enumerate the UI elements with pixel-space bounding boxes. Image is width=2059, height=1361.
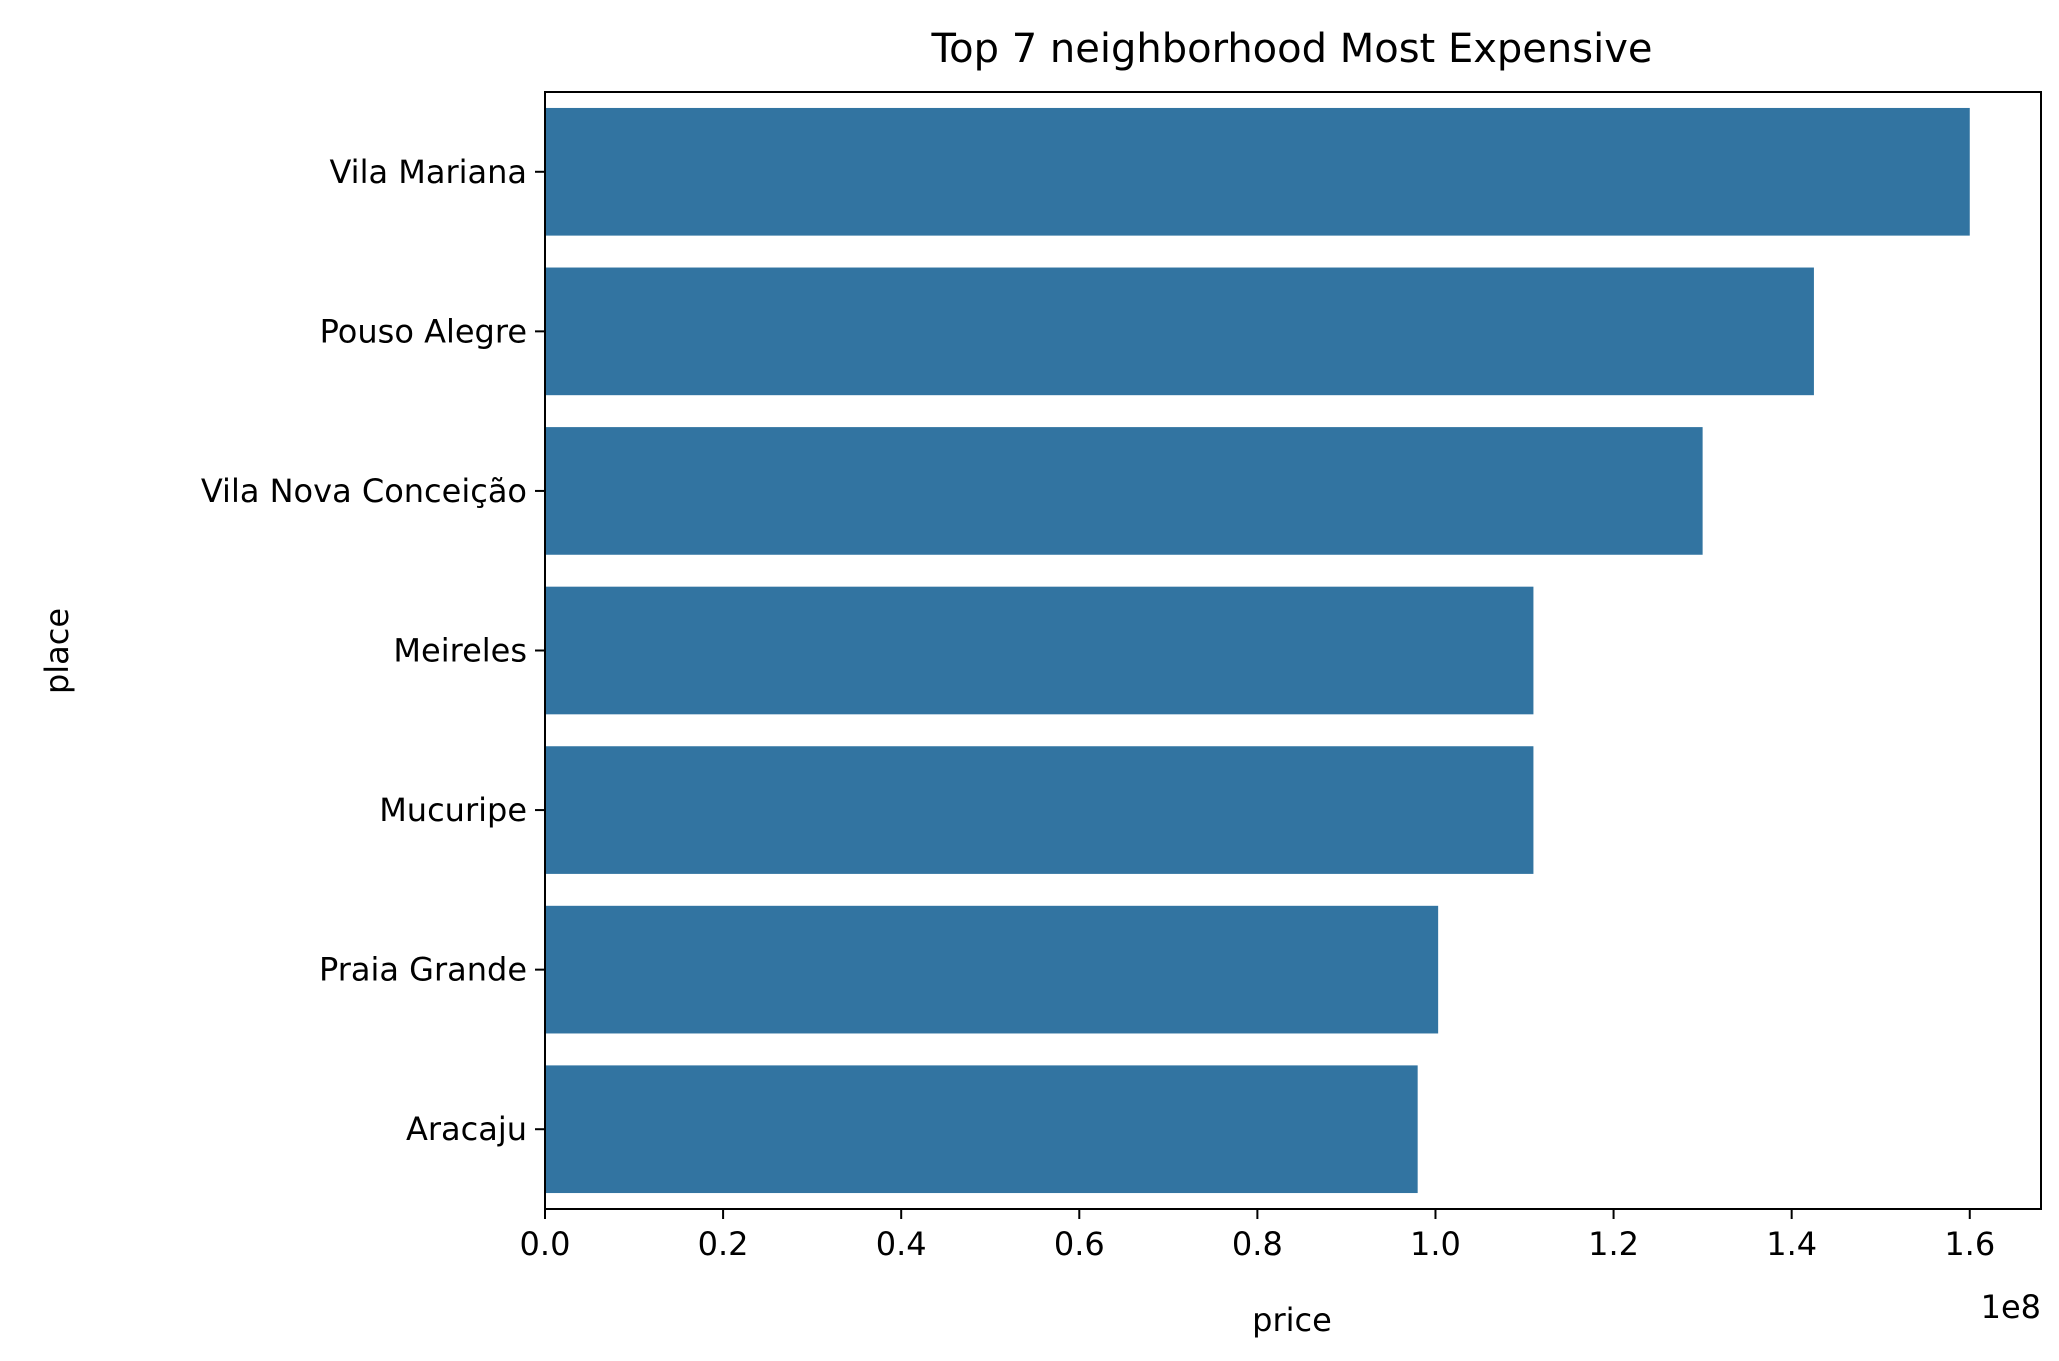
y-axis-label: place: [38, 608, 76, 694]
bar-5: [545, 905, 1439, 1034]
bar-0: [545, 107, 1970, 236]
x-tick-label-8: 1.6: [1944, 1225, 1995, 1263]
x-axis-label: price: [1252, 1301, 1332, 1339]
y-tick-label-4: Mucuripe: [379, 791, 527, 829]
y-tick-label-0: Vila Mariana: [329, 153, 527, 191]
x-tick-label-6: 1.2: [1588, 1225, 1639, 1263]
bar-6: [545, 1065, 1418, 1194]
plot-frame: [544, 91, 2042, 1210]
x-tick-label-1: 0.2: [698, 1225, 749, 1263]
x-tick-label-7: 1.4: [1766, 1225, 1817, 1263]
bar-2: [545, 427, 1703, 555]
x-tick-label-5: 1.0: [1410, 1225, 1461, 1263]
x-tick-label-0: 0.0: [520, 1225, 571, 1263]
y-tick-label-6: Aracaju: [406, 1110, 527, 1148]
x-tick-label-4: 0.8: [1232, 1225, 1283, 1263]
y-tick-label-3: Meireles: [393, 632, 527, 670]
chart-title: Top 7 neighborhood Most Expensive: [931, 26, 1653, 72]
y-tick-label-2: Vila Nova Conceição: [201, 472, 527, 510]
x-tick-label-2: 0.4: [876, 1225, 927, 1263]
bar-4: [545, 746, 1534, 874]
x-axis-ticks: 0.0 0.2 0.4 0.6 0.8 1.0 1.2 1.4 1.6: [520, 1209, 1995, 1263]
x-tick-label-3: 0.6: [1054, 1225, 1105, 1263]
bar-3: [545, 586, 1534, 715]
bars-layer: [545, 107, 1970, 1194]
y-axis-ticks: Vila Mariana Pouso Alegre Vila Nova Concei…: [201, 153, 545, 1148]
bar-1: [545, 267, 1814, 396]
x-axis-scale-label: 1e8: [1981, 1288, 2041, 1326]
y-tick-label-5: Praia Grande: [319, 951, 527, 989]
y-tick-label-1: Pouso Alegre: [320, 312, 527, 350]
